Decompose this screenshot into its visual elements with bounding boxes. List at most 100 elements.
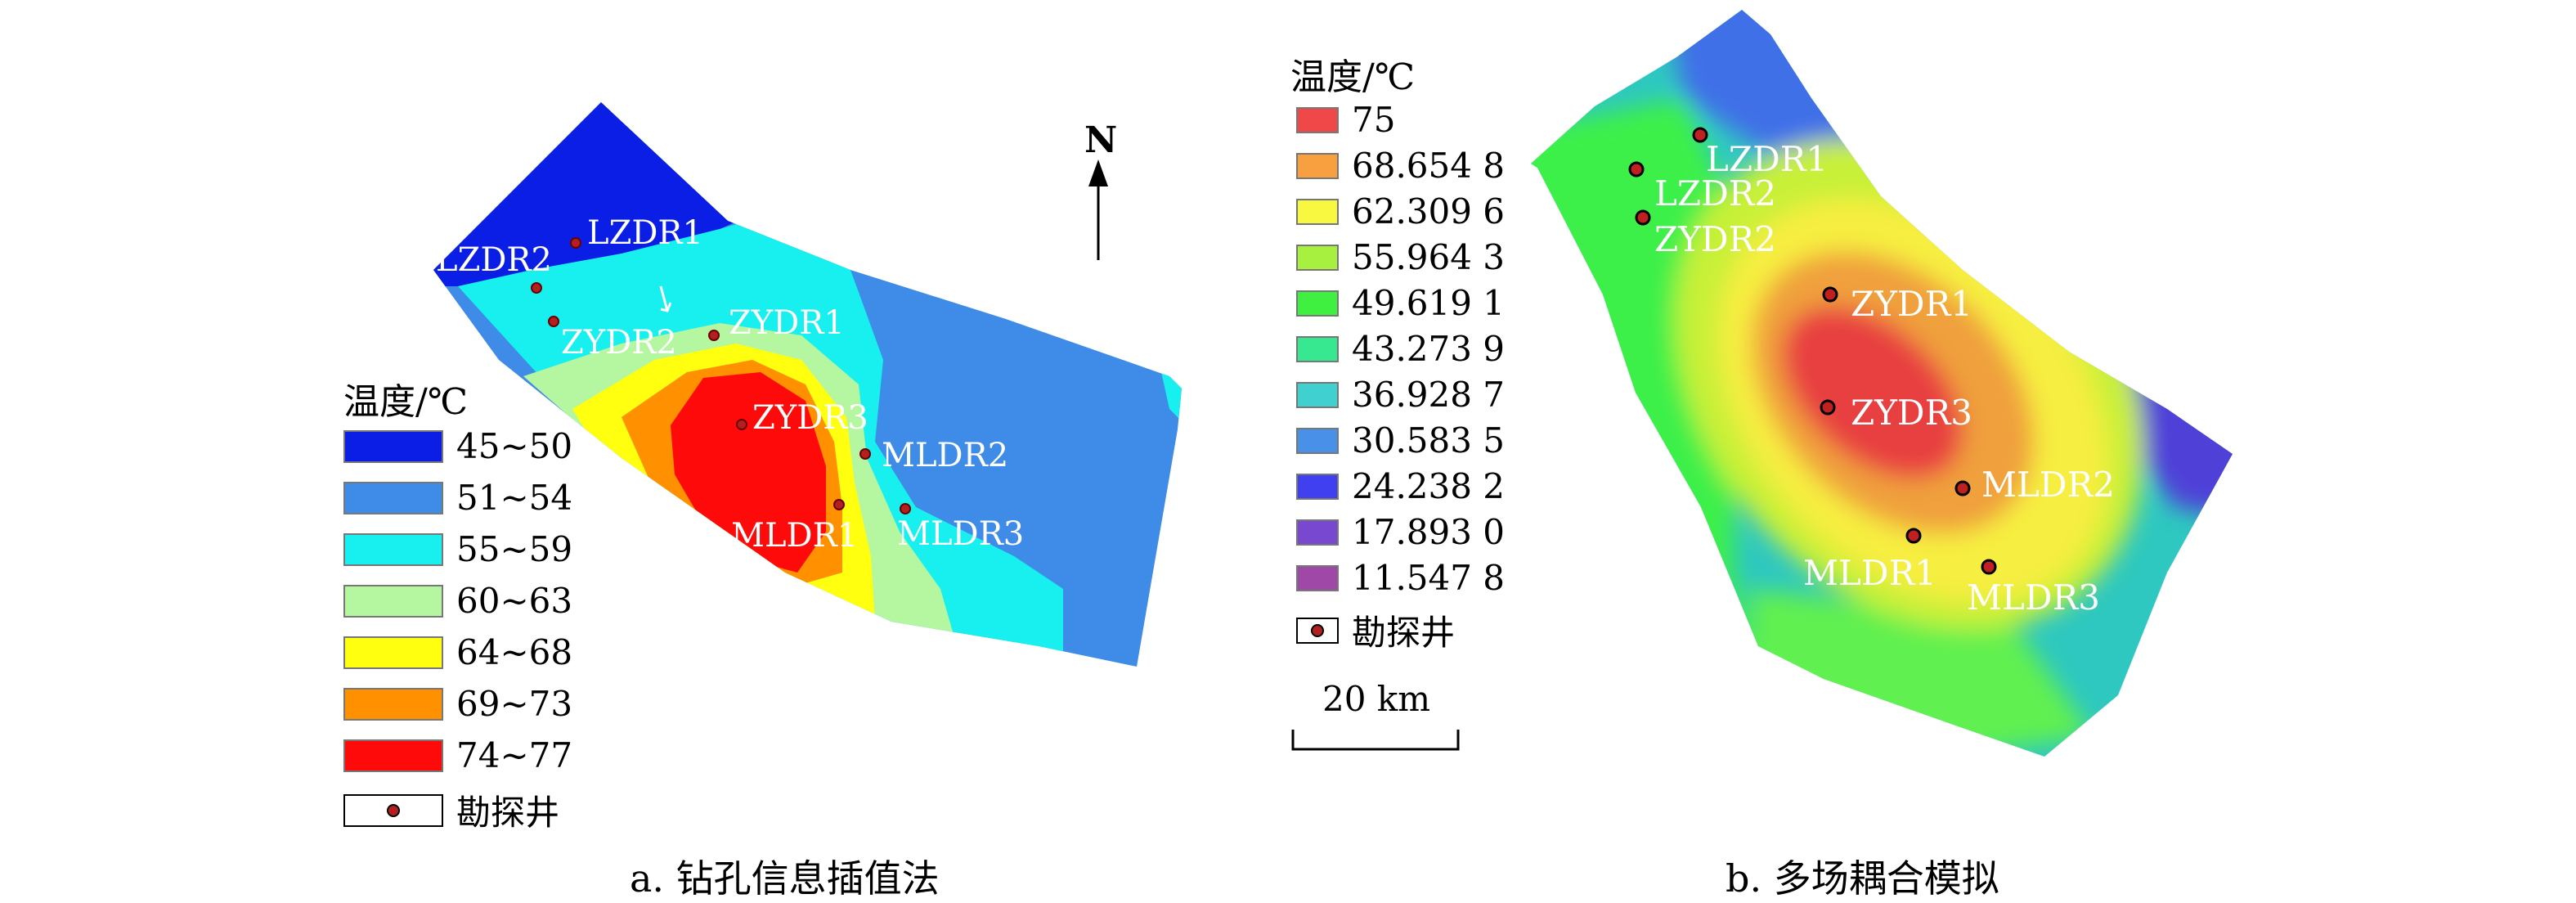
legend-b-item: 43.273 9 [1296, 329, 1505, 369]
legend-a-item: 64~68 [343, 632, 572, 672]
well-a-mldr2 [859, 448, 871, 460]
north-arrow [1088, 159, 1108, 260]
legend-b-swatch [1296, 427, 1339, 454]
legend-a-swatch [343, 481, 443, 514]
well-b-zydr3 [1820, 399, 1836, 416]
well-a-label-mldr1: MLDR1 [731, 517, 859, 555]
well-a-label-mldr2: MLDR2 [882, 437, 1009, 474]
legend-a-label: 74~77 [456, 735, 573, 775]
legend-b-title: 温度/℃ [1290, 56, 1416, 98]
legend-b-well-label: 勘探井 [1352, 613, 1456, 653]
legend-b-label: 49.619 1 [1352, 283, 1506, 323]
legend-b-swatch [1296, 106, 1339, 133]
well-a-zydr1 [708, 330, 720, 341]
well-b-mldr3 [1981, 559, 1997, 575]
legend-b-well: 勘探井 [1296, 605, 1455, 655]
legend-b-label: 11.547 8 [1352, 558, 1506, 598]
well-a-label-mldr3: MLDR3 [897, 515, 1025, 553]
field-b-contour-75 [1782, 306, 1963, 479]
legend-b-label: 36.928 7 [1352, 375, 1506, 415]
well-b-lzdr1 [1692, 127, 1708, 143]
caption-a: a. 钻孔信息插值法 [630, 856, 940, 901]
well-b-mldr2 [1954, 480, 1971, 496]
well-marker-icon [1296, 617, 1339, 644]
legend-b-swatch [1296, 152, 1339, 179]
caption-b: b. 多场耦合模拟 [1726, 856, 1999, 901]
well-b-lzdr2 [1628, 161, 1645, 177]
legend-a-label: 69~73 [456, 684, 573, 724]
well-a-label-lzdr1: LZDR1 [587, 214, 703, 252]
well-a-zydr3 [736, 419, 747, 430]
legend-a-swatch [343, 687, 443, 721]
legend-a-well-label: 勘探井 [456, 793, 560, 833]
legend-b-item: 75 [1296, 100, 1395, 140]
legend-a-well: 勘探井 [343, 785, 559, 835]
legend-a-item: 45~50 [343, 426, 572, 466]
legend-a-swatch [343, 584, 443, 618]
legend-b-item: 49.619 1 [1296, 283, 1505, 323]
legend-b-label: 43.273 9 [1352, 329, 1506, 369]
legend-b-label: 24.238 2 [1352, 466, 1506, 506]
legend-a-label: 64~68 [456, 632, 573, 672]
well-b-label-zydr2: ZYDR2 [1654, 219, 1776, 259]
scale-bar [1291, 730, 1460, 751]
legend-a-swatch [343, 636, 443, 669]
legend-b-item: 55.964 3 [1296, 237, 1505, 277]
legend-b-label: 68.654 8 [1352, 146, 1506, 186]
well-a-label-zydr1: ZYDR1 [729, 304, 845, 342]
north-label: N [1084, 119, 1118, 161]
well-a-mldr1 [833, 499, 845, 510]
wells-a [531, 237, 911, 514]
legend-b-swatch [1296, 335, 1339, 362]
legend-b-item: 36.928 7 [1296, 375, 1505, 415]
legend-a-label: 45~50 [456, 426, 573, 466]
legend-b-label: 55.964 3 [1352, 237, 1506, 277]
well-b-label-lzdr2: LZDR2 [1654, 173, 1777, 213]
legend-b-swatch [1296, 473, 1339, 500]
legend-a-swatch [343, 739, 443, 772]
legend-a-title: 温度/℃ [343, 381, 469, 423]
well-b-label-zydr3: ZYDR3 [1851, 393, 1972, 433]
legend-a-item: 74~77 [343, 735, 572, 775]
well-a-label-zydr3: ZYDR3 [752, 399, 868, 437]
legend-a-item: 55~59 [343, 529, 572, 569]
well-b-mldr1 [1905, 528, 1922, 544]
legend-b-label: 17.893 0 [1352, 512, 1506, 552]
legend-b-item: 11.547 8 [1296, 558, 1505, 598]
well-b-label-lzdr1: LZDR1 [1706, 139, 1829, 179]
legend-a-item: 51~54 [343, 478, 572, 518]
legend-b-label: 30.583 5 [1352, 420, 1506, 460]
legend-b-item: 30.583 5 [1296, 420, 1505, 460]
legend-a-item: 69~73 [343, 684, 572, 724]
well-b-label-mldr3: MLDR3 [1967, 577, 2100, 618]
legend-b-label: 75 [1352, 100, 1396, 140]
legend-a-item: 60~63 [343, 581, 572, 621]
legend-a-label: 55~59 [456, 529, 573, 569]
legend-a-label: 60~63 [456, 581, 573, 621]
well-b-label-mldr2: MLDR2 [1981, 465, 2115, 505]
well-a-lzdr1 [570, 237, 581, 249]
legend-b-label: 62.309 6 [1352, 191, 1506, 231]
scale-label: 20 km [1322, 679, 1431, 719]
wells-b [1628, 127, 1997, 575]
well-b-zydr2 [1635, 209, 1651, 226]
legend-a-swatch [343, 429, 443, 463]
legend-b-swatch [1296, 519, 1339, 546]
legend-b-item: 24.238 2 [1296, 466, 1505, 506]
legend-b-item: 17.893 0 [1296, 512, 1505, 552]
well-a-label-lzdr2: LZDR2 [436, 241, 552, 279]
legend-b-item: 62.309 6 [1296, 191, 1505, 231]
well-a-mldr3 [900, 503, 911, 514]
legend-b-swatch [1296, 564, 1339, 591]
legend-b-item: 68.654 8 [1296, 146, 1505, 186]
well-b-label-zydr1: ZYDR1 [1851, 284, 1972, 324]
legend-b-swatch [1296, 198, 1339, 225]
legend-b-swatch [1296, 244, 1339, 271]
well-marker-icon [343, 793, 443, 827]
well-b-label-mldr1: MLDR1 [1803, 553, 1936, 593]
legend-a-label: 51~54 [456, 478, 573, 518]
well-b-zydr1 [1822, 286, 1838, 303]
well-a-lzdr2 [531, 282, 542, 294]
well-a-pointer [659, 285, 672, 312]
